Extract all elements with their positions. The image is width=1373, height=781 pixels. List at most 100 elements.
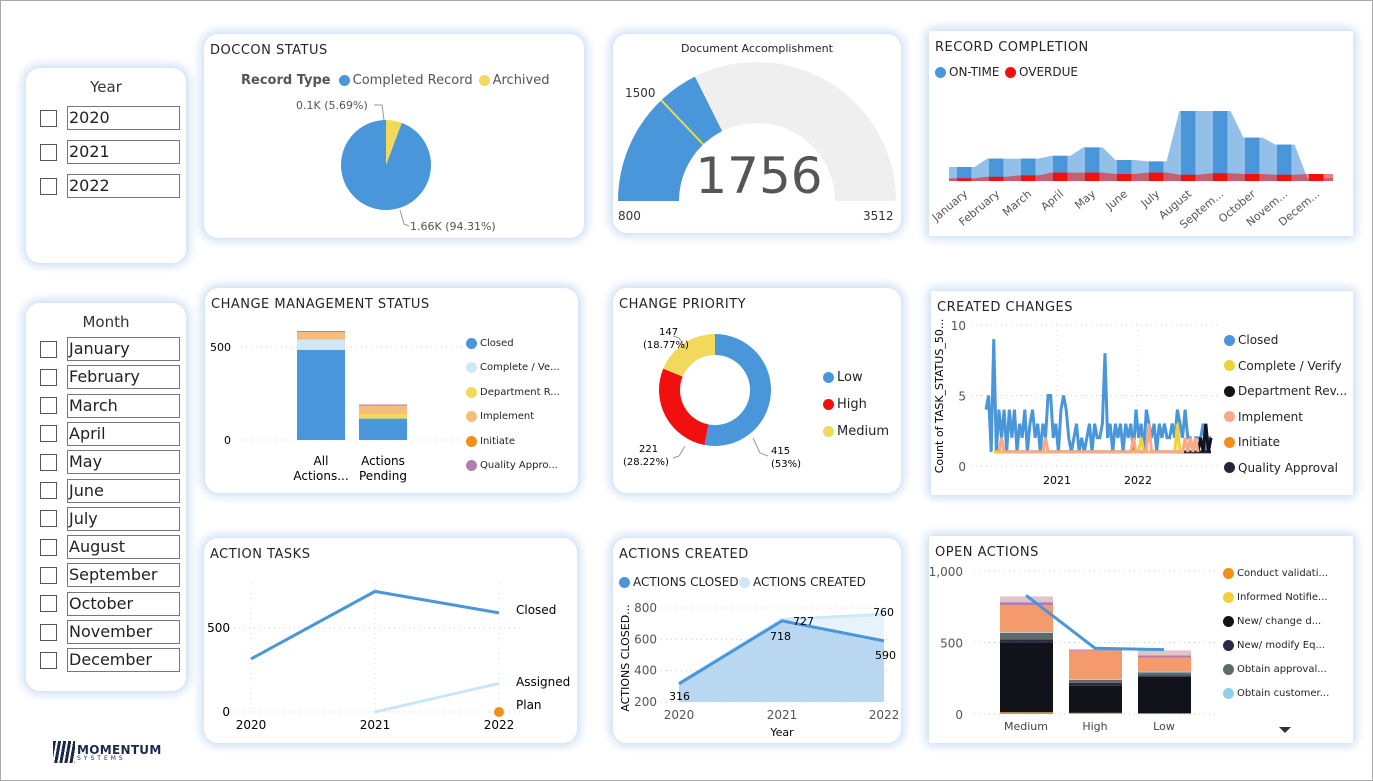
overdue-bar: [1085, 172, 1100, 181]
legend-title: Record Type: [241, 73, 331, 88]
slicer-option-may[interactable]: May: [40, 450, 180, 475]
legend-label: Closed: [480, 338, 514, 349]
leader-line: [672, 335, 686, 349]
legend-label: Department Rev...: [1238, 384, 1348, 398]
legend-item[interactable]: New/ modify Eq...: [1223, 640, 1325, 651]
legend-item[interactable]: Department R...: [466, 386, 560, 398]
legend-label: Archived: [492, 73, 550, 88]
checkbox[interactable]: [40, 510, 57, 528]
gauge-value: 1756: [695, 147, 822, 205]
legend-item[interactable]: Implement: [466, 411, 534, 423]
legend-item[interactable]: ON-TIME: [935, 65, 999, 79]
legend-item[interactable]: ACTIONS CREATED: [739, 575, 866, 589]
slicer-option-february[interactable]: February: [40, 365, 180, 390]
y-tick-label: 500: [210, 341, 231, 354]
checkbox[interactable]: [40, 566, 57, 584]
overdue-bar: [1213, 173, 1228, 181]
checkbox[interactable]: [40, 482, 57, 499]
legend-item[interactable]: Informed Notifie...: [1223, 592, 1328, 603]
slicer-option-november[interactable]: November: [40, 620, 180, 644]
legend-scroll-down-icon[interactable]: [1279, 727, 1291, 733]
legend-item[interactable]: Low: [823, 370, 863, 385]
legend-label: Completed Record: [352, 73, 473, 88]
chart-svg: 415 (53%) 221 (28.22%) 147 (18.77%): [623, 327, 801, 470]
slicer-option-2022[interactable]: 2022: [40, 174, 180, 198]
on-time-bar: [957, 167, 972, 181]
card-title: CHANGE MANAGEMENT STATUS: [211, 297, 430, 312]
slicer-option-october[interactable]: October: [40, 591, 180, 616]
slicer-option-label: December: [67, 648, 180, 673]
checkbox[interactable]: [40, 397, 57, 415]
slicer-option-label: October: [67, 591, 180, 616]
chart-svg: 0 500 2020 2021 2022 Closed Assigned Plan: [207, 583, 570, 732]
data-label: 0.1K (5.69%): [296, 99, 368, 112]
legend-item[interactable]: Quality Approval: [1224, 461, 1338, 475]
donut-slice-low: [704, 334, 771, 446]
checkbox[interactable]: [40, 651, 57, 669]
checkbox[interactable]: [40, 368, 57, 386]
checkbox[interactable]: [40, 340, 57, 358]
action-tasks-card: ACTION TASKS 0 500 2020 2021 2022 Closed Assig…: [204, 538, 577, 743]
legend-item[interactable]: OVERDUE: [1005, 65, 1078, 79]
month-slicer: Month January February March April May June Ju…: [26, 303, 186, 691]
legend-item[interactable]: Closed: [1224, 333, 1278, 347]
legend-item[interactable]: Implement: [1224, 410, 1303, 424]
legend-dot-icon: [823, 399, 834, 410]
legend-item[interactable]: Medium: [823, 424, 889, 439]
checkbox[interactable]: [40, 538, 57, 556]
checkbox[interactable]: [40, 623, 57, 641]
leader-line: [374, 104, 385, 121]
document-accomplishment-card: Document Accomplishment 1756 1500 800 3512: [613, 34, 901, 233]
checkbox[interactable]: [40, 143, 57, 161]
chart-svg: 0 500 1,000 Medium High Low: [929, 565, 1219, 733]
legend-item[interactable]: Closed: [466, 338, 514, 349]
slicer-option-august[interactable]: August: [40, 535, 180, 560]
series-label: Assigned: [516, 675, 570, 689]
legend-item[interactable]: New/ change d...: [1223, 616, 1321, 627]
checkbox[interactable]: [40, 595, 57, 613]
legend-item[interactable]: Department Rev...: [1224, 384, 1347, 398]
data-label: 718: [770, 630, 791, 643]
checkbox[interactable]: [40, 177, 57, 195]
legend-item[interactable]: Obtain customer...: [1223, 688, 1329, 699]
y-tick-label: 800: [634, 601, 657, 615]
x-tick-label: 2020: [664, 708, 695, 722]
y-axis-label: Count of TASK_STATUS_50...: [933, 319, 946, 474]
legend-item[interactable]: Complete / Ve...: [466, 362, 560, 374]
bar-segment: [1069, 682, 1122, 686]
slicer-option-march[interactable]: March: [40, 393, 180, 418]
legend-item[interactable]: High: [823, 397, 867, 412]
bar-segment: [1138, 655, 1191, 658]
checkbox[interactable]: [40, 109, 57, 127]
legend-item[interactable]: Initiate: [1224, 435, 1280, 449]
slicer-option-september[interactable]: September: [40, 563, 180, 588]
slicer-option-july[interactable]: July: [40, 506, 180, 531]
legend-dot-icon: [1224, 385, 1235, 397]
legend-item[interactable]: Obtain approval...: [1223, 664, 1327, 675]
legend-item[interactable]: Quality Appro...: [466, 460, 558, 471]
slicer-option-december[interactable]: December: [40, 648, 180, 673]
donut-slice-high: [659, 368, 709, 446]
slicer-option-2020[interactable]: 2020: [40, 106, 180, 130]
slicer-option-april[interactable]: April: [40, 421, 180, 446]
checkbox[interactable]: [40, 453, 57, 471]
on-time-bar: [989, 158, 1004, 181]
slicer-option-2021[interactable]: 2021: [40, 140, 180, 164]
legend-item[interactable]: ACTIONS CLOSED: [619, 575, 739, 589]
legend-item[interactable]: Complete / Verify: [1224, 359, 1342, 373]
legend-label: ACTIONS CREATED: [753, 575, 866, 589]
y-tick-label: 10: [951, 319, 966, 333]
bar-segment: [1000, 602, 1053, 606]
slicer-option-label: February: [67, 365, 180, 390]
checkbox[interactable]: [40, 425, 57, 443]
bar-segment: [1069, 650, 1122, 680]
legend-item[interactable]: Initiate: [466, 435, 515, 447]
legend-label: ON-TIME: [949, 65, 1000, 79]
slicer-option-june[interactable]: June: [40, 478, 180, 503]
bar-segment: [359, 404, 407, 406]
legend-dot-icon: [338, 75, 350, 86]
slicer-option-january[interactable]: January: [40, 337, 180, 361]
legend-item[interactable]: Conduct validati...: [1223, 568, 1328, 579]
y-tick-label: 500: [940, 637, 963, 651]
